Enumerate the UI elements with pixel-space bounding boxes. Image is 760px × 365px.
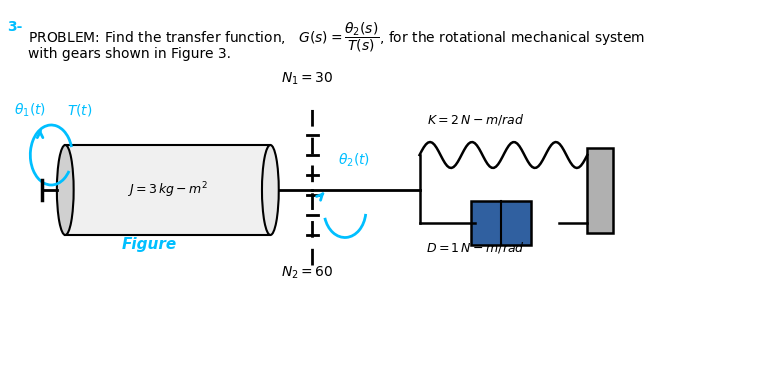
Text: Figure: Figure xyxy=(122,238,177,253)
Ellipse shape xyxy=(57,145,74,235)
Text: with gears shown in Figure 3.: with gears shown in Figure 3. xyxy=(28,47,231,61)
Text: 3-: 3- xyxy=(8,20,23,34)
Text: PROBLEM: Find the transfer function,   $G(s) = \dfrac{\theta_2(s)}{T(s)}$, for t: PROBLEM: Find the transfer function, $G(… xyxy=(28,20,645,54)
Text: $D = 1\,N-m/rad$: $D = 1\,N-m/rad$ xyxy=(426,240,525,255)
Ellipse shape xyxy=(262,145,279,235)
Text: $J = 3\,kg-m^2$: $J = 3\,kg-m^2$ xyxy=(128,180,208,200)
Bar xyxy=(470,201,531,245)
Bar xyxy=(65,145,271,235)
Text: $K = 2\,N-m/rad$: $K = 2\,N-m/rad$ xyxy=(427,112,524,127)
Text: $\theta_2(t)$: $\theta_2(t)$ xyxy=(338,151,371,169)
Text: $\theta_1(t)$: $\theta_1(t)$ xyxy=(14,101,46,119)
Text: $N_1 = 30$: $N_1 = 30$ xyxy=(281,70,334,87)
Text: $T(t)$: $T(t)$ xyxy=(67,102,93,118)
Text: $N_2 = 60$: $N_2 = 60$ xyxy=(281,265,334,281)
Bar xyxy=(587,147,613,233)
